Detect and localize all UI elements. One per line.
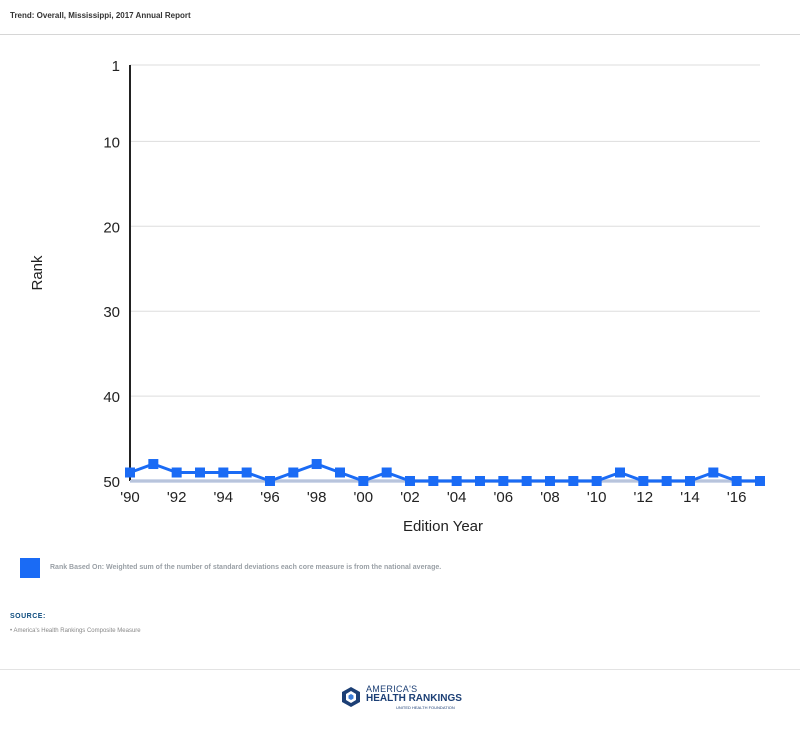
x-tick-label: '06 [494, 489, 514, 506]
legend-swatch[interactable] [20, 558, 40, 578]
x-tick-label: '14 [680, 489, 700, 506]
x-tick-label: '98 [307, 489, 327, 506]
data-point[interactable] [148, 459, 159, 470]
data-point[interactable] [311, 459, 322, 470]
source-item-text: America's Health Rankings Composite Meas… [13, 628, 141, 634]
ahr-logo[interactable]: AMERICA'S HEALTH RANKINGS UNITED HEALTH … [340, 684, 480, 712]
x-tick-label: '00 [354, 489, 374, 506]
data-point[interactable] [218, 467, 229, 478]
data-point[interactable] [428, 476, 439, 486]
x-tick-label: '08 [540, 489, 560, 506]
y-tick-label: 50 [103, 474, 120, 491]
data-point[interactable] [661, 476, 672, 486]
source-heading: SOURCE: [10, 613, 46, 620]
y-tick-label: 20 [103, 219, 120, 236]
data-point[interactable] [381, 467, 392, 478]
x-tick-label: '02 [400, 489, 420, 506]
logo-line1: AMERICA'S [366, 684, 418, 694]
data-point[interactable] [335, 467, 345, 478]
data-point[interactable] [755, 476, 765, 486]
data-point[interactable] [685, 476, 695, 486]
x-tick-label: '16 [727, 489, 747, 506]
y-tick-label: 1 [112, 58, 120, 75]
report-title: Trend: Overall, Mississippi, 2017 Annual… [10, 11, 191, 20]
logo-line2: HEALTH RANKINGS [366, 693, 462, 704]
data-point[interactable] [498, 476, 509, 486]
x-tick-label: '90 [120, 489, 140, 506]
y-tick-label: 30 [103, 304, 120, 321]
data-point[interactable] [731, 476, 742, 486]
data-point[interactable] [241, 467, 252, 478]
data-point[interactable] [265, 476, 275, 486]
data-point[interactable] [475, 476, 485, 486]
data-point[interactable] [521, 476, 532, 486]
legend-label[interactable]: Rank Based On: Weighted sum of the numbe… [50, 564, 442, 571]
data-point[interactable] [288, 467, 299, 478]
y-axis-title: Rank [29, 255, 46, 291]
logo-line3: UNITED HEALTH FOUNDATION [396, 705, 455, 710]
series-line[interactable] [129, 462, 760, 483]
data-point[interactable] [451, 476, 462, 486]
data-point[interactable] [545, 476, 555, 486]
x-tick-label: '92 [167, 489, 187, 506]
y-tick-label: 40 [103, 389, 120, 406]
data-point[interactable] [195, 467, 205, 478]
data-point[interactable] [708, 467, 719, 478]
x-tick-label: '96 [260, 489, 280, 506]
rank-trend-chart: 1 10 20 30 40 50'90 '92 '94 '96 '98 '00 '02 '04 '06 '0… [29, 58, 765, 535]
data-point[interactable] [171, 467, 182, 478]
report-header: Trend: Overall, Mississippi, 2017 Annual… [0, 0, 800, 35]
data-point[interactable] [591, 476, 602, 486]
data-point[interactable] [125, 467, 135, 478]
y-tick-label: 10 [103, 134, 120, 151]
x-tick-label: '04 [447, 489, 467, 506]
data-point[interactable] [568, 476, 579, 486]
data-point[interactable] [638, 476, 649, 486]
data-point[interactable] [405, 476, 415, 486]
x-tick-label: '94 [214, 489, 234, 506]
data-point[interactable] [358, 476, 369, 486]
x-tick-label: '10 [587, 489, 607, 506]
logo-mark-icon [342, 687, 360, 707]
footer-divider [0, 669, 800, 670]
data-point[interactable] [615, 467, 625, 478]
x-tick-label: '12 [634, 489, 654, 506]
x-axis-title: Edition Year [403, 518, 483, 535]
source-item: • America's Health Rankings Composite Me… [10, 628, 141, 634]
